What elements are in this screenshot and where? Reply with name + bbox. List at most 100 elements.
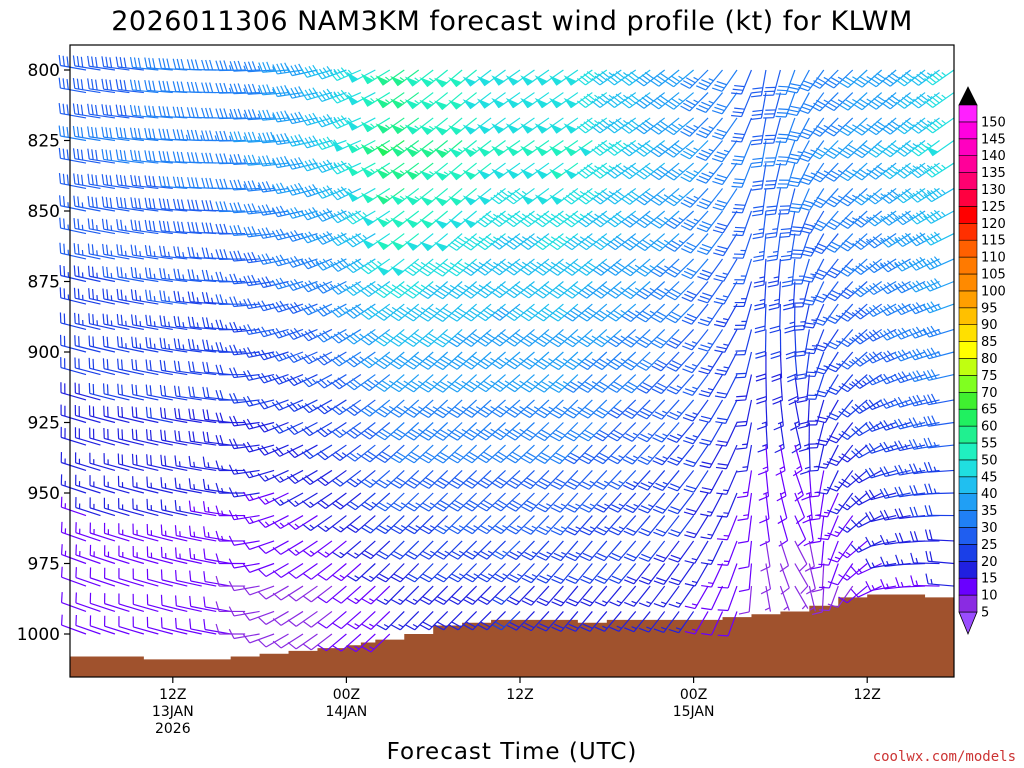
wind-barb — [635, 162, 666, 180]
colorbar-swatch — [958, 341, 978, 359]
wind-barb — [697, 281, 724, 304]
wind-barb — [404, 281, 434, 299]
wind-barb — [189, 547, 217, 565]
wind-barb — [701, 563, 724, 588]
wind-barb — [535, 444, 564, 464]
wind-barb — [680, 140, 709, 160]
wind-barb — [376, 492, 405, 512]
wind-barb — [346, 585, 376, 605]
wind-barb — [89, 497, 116, 517]
wind-barb — [550, 470, 579, 490]
wind-barb — [681, 281, 709, 302]
wind-barb — [390, 92, 420, 109]
wind-barb — [521, 470, 550, 490]
wind-barb — [302, 585, 333, 603]
wind-barb — [879, 534, 911, 546]
wind-barb — [132, 498, 159, 517]
wind-barb — [650, 210, 680, 229]
wind-barb — [652, 422, 680, 443]
wind-barb — [174, 569, 202, 587]
wind-barb — [118, 593, 145, 613]
wind-barb — [375, 399, 405, 418]
wind-barb — [272, 469, 304, 483]
wind-barb — [666, 374, 695, 395]
wind-barb — [390, 69, 420, 87]
wind-barb — [72, 148, 101, 164]
wind-barb — [925, 140, 955, 157]
wind-barb — [390, 187, 420, 206]
wind-barb — [257, 398, 289, 410]
wind-barb — [144, 245, 173, 260]
wind-barb — [272, 633, 304, 649]
wind-barb — [434, 470, 463, 489]
wind-barb — [852, 233, 883, 250]
wind-barb — [258, 633, 289, 648]
wind-barb — [592, 281, 622, 299]
wind-barb — [242, 585, 275, 596]
wind-barb — [879, 419, 911, 431]
wind-barb — [798, 69, 825, 92]
wind-barb — [804, 351, 825, 378]
wind-barb — [144, 197, 173, 212]
wind-barb — [638, 563, 666, 585]
wind-barb — [60, 592, 87, 613]
wind-barb — [713, 258, 738, 282]
wind-barb — [667, 492, 695, 515]
wind-barb — [850, 540, 882, 553]
colorbar-swatch — [958, 273, 978, 292]
wind-barb — [102, 383, 130, 401]
wind-barb — [375, 469, 405, 489]
wind-barb — [287, 610, 318, 627]
wind-barb — [116, 288, 144, 305]
wind-barb — [418, 303, 449, 322]
wind-barb — [578, 328, 608, 348]
wind-barb — [174, 430, 202, 446]
wind-barb — [228, 628, 260, 640]
wind-barb — [60, 496, 87, 517]
wind-barb — [60, 566, 87, 587]
wind-barb — [803, 329, 825, 355]
wind-barb — [419, 140, 449, 158]
wind-barb — [802, 281, 825, 306]
wind-barb — [132, 476, 159, 494]
wind-barb — [652, 399, 680, 420]
wind-barb — [132, 568, 159, 587]
wind-barb — [287, 563, 318, 579]
wind-barb — [434, 585, 463, 605]
wind-barb — [433, 444, 463, 464]
wind-barb — [390, 162, 420, 180]
wind-barb — [910, 552, 940, 565]
wind-barb — [75, 567, 101, 587]
wind-barb — [203, 526, 231, 542]
wind-barb — [865, 580, 897, 592]
colorbar-label: 115 — [981, 234, 1006, 249]
wind-barb — [650, 187, 680, 206]
wind-barb — [317, 633, 347, 652]
colorbar-swatch — [958, 375, 978, 393]
colorbar-label: 75 — [981, 369, 998, 384]
wind-barb — [738, 540, 753, 570]
wind-barb — [624, 611, 651, 633]
wind-barb — [404, 258, 434, 277]
wind-barb — [418, 281, 449, 300]
wind-barb — [810, 69, 839, 89]
wind-barb — [880, 233, 911, 248]
wind-barb — [228, 510, 260, 521]
wind-barb — [838, 540, 868, 559]
wind-barb — [447, 258, 477, 277]
wind-barb — [477, 444, 506, 464]
wind-barb — [286, 374, 318, 387]
wind-barb — [651, 351, 680, 372]
wind-barb — [506, 422, 535, 441]
wind-barb — [286, 351, 318, 364]
credit-text: coolwx.com/models — [873, 749, 1016, 765]
wind-barb — [506, 611, 535, 631]
wind-barb — [257, 469, 289, 482]
wind-barb — [684, 540, 709, 564]
wind-barb — [649, 117, 680, 135]
wind-barb — [89, 522, 116, 542]
wind-barb — [315, 303, 347, 317]
wind-barb — [922, 325, 955, 338]
wind-barb — [462, 399, 492, 418]
y-tick-label: 900 — [28, 343, 60, 363]
